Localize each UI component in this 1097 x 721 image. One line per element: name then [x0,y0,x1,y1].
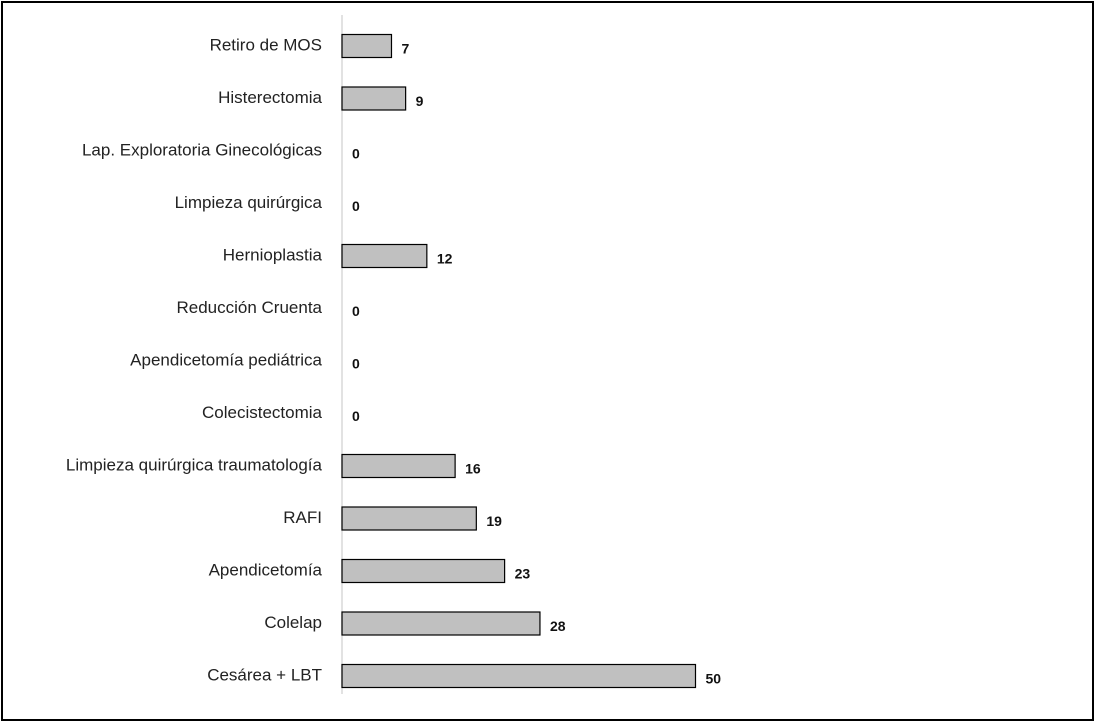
value-label: 7 [401,41,409,57]
category-labels: Retiro de MOS Histerectomia Lap. Explorato… [66,35,323,684]
bar [341,243,428,269]
category-label: Retiro de MOS [210,35,322,54]
value-label: 16 [465,461,481,477]
bar [341,506,477,531]
value-label: 9 [416,93,424,109]
category-label: Limpieza quirúrgica traumatología [66,455,323,474]
bar-chart: Retiro de MOS Histerectomia Lap. Explorato… [66,15,722,694]
category-label: Reducción Cruenta [176,298,322,317]
value-label: 50 [706,671,722,687]
value-labels: 7900120001619232850100 [352,41,722,687]
category-label: Apendicetomía [209,560,323,579]
bar [341,86,407,111]
value-label: 0 [352,146,360,162]
value-label: 0 [352,303,360,319]
category-label: Lap. Exploratoria Ginecológicas [82,140,322,159]
category-label: Colecistectomia [202,403,323,422]
value-label: 28 [550,618,566,634]
value-label: 0 [352,408,360,424]
value-label: 23 [515,566,531,582]
category-label: Hernioplastia [223,245,323,264]
category-label: Colelap [264,613,322,632]
value-label: 0 [352,356,360,372]
category-label: Limpieza quirúrgica [175,193,323,212]
value-label: 12 [437,251,453,267]
category-label: Apendicetomía pediátrica [130,350,322,369]
bars-group [341,33,697,689]
value-label: 19 [486,513,502,529]
bar [341,453,456,479]
category-label: RAFI [283,508,322,527]
bar [341,558,506,584]
bar [341,33,393,59]
category-label: Histerectomia [218,88,322,107]
category-label: Cesárea + LBT [207,665,322,684]
value-label: 0 [352,198,360,214]
bar [341,663,697,689]
bar [341,611,541,636]
